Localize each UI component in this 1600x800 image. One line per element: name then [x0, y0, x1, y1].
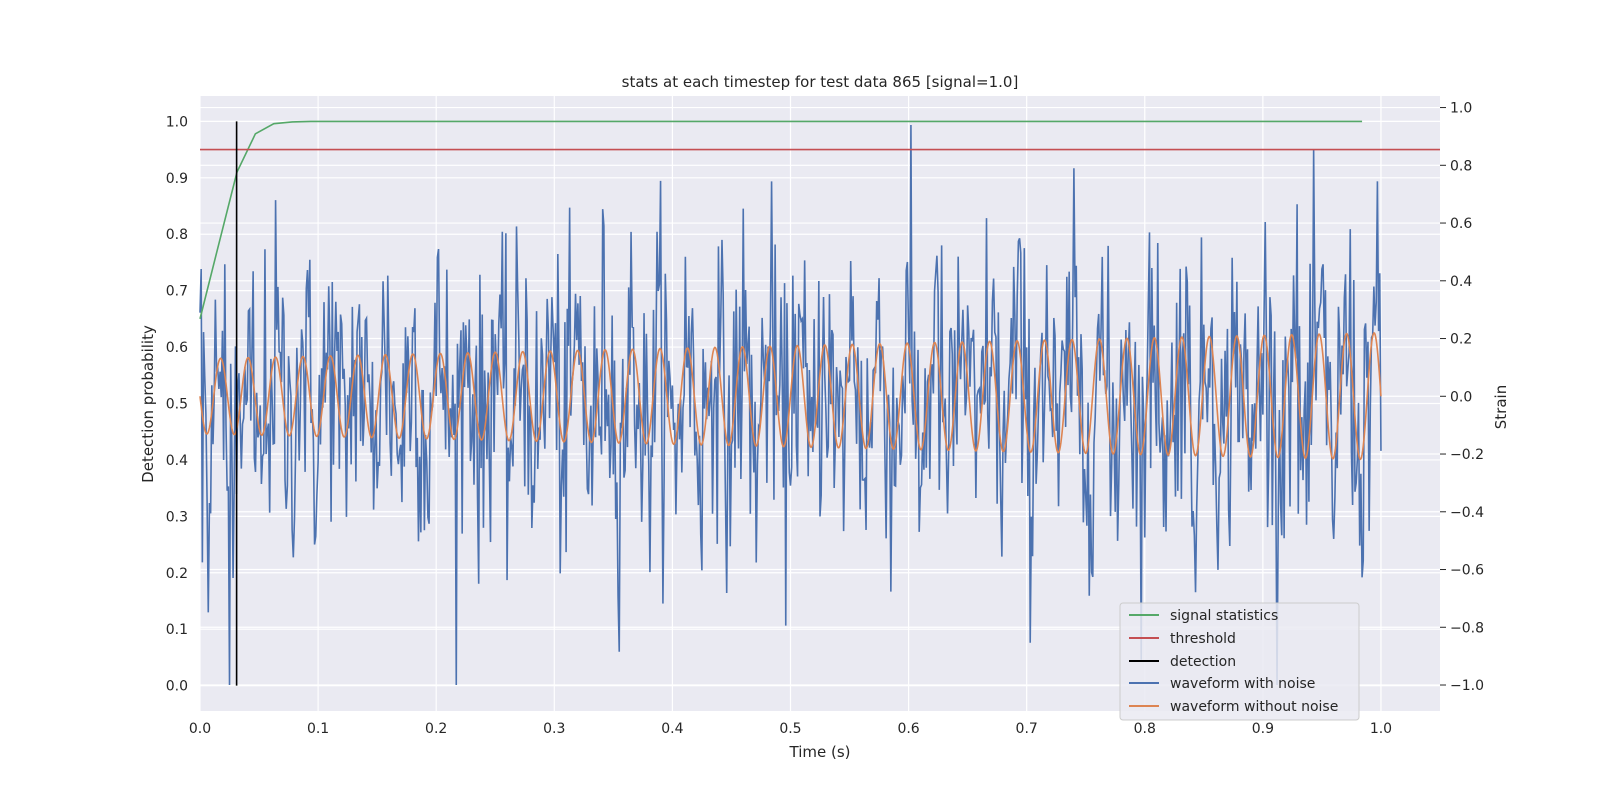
y-right-tick-label: −0.2 — [1450, 447, 1484, 463]
y-right-axis-title: Strain — [1492, 385, 1510, 429]
x-tick-label: 0.3 — [543, 721, 565, 737]
x-tick-label: 0.0 — [189, 721, 211, 737]
x-tick-label: 1.0 — [1370, 721, 1392, 737]
y-left-tick-label: 0.5 — [166, 397, 188, 413]
y-left-tick-label: 0.2 — [166, 566, 188, 582]
legend-label-waveform-without-noise: waveform without noise — [1170, 699, 1338, 715]
y-left-tick-label: 0.7 — [166, 284, 188, 300]
y-right-tick-label: −0.4 — [1450, 505, 1484, 521]
y-right-tick-label: 0.8 — [1450, 158, 1472, 174]
series-line-waveform-with-noise — [199, 124, 1382, 686]
y-left-tick-label: 0.0 — [166, 679, 188, 695]
y-right-tick-label: 0.4 — [1450, 274, 1472, 290]
x-tick-label: 0.5 — [779, 721, 801, 737]
y-left-tick-label: 0.8 — [166, 227, 188, 243]
x-tick-label: 0.1 — [307, 721, 329, 737]
legend-label-threshold: threshold — [1170, 631, 1236, 647]
y-right-tick-label: −1.0 — [1450, 678, 1484, 694]
ticks: 0.0 0.1 0.2 0.3 0.4 0.5 0.6 0.7 0.8 0.9 1.0 0.0 0.1 0… — [166, 101, 1484, 737]
series-line-signal-statistics — [199, 120, 1363, 320]
legend: signal statistics threshold detection wa… — [1119, 602, 1360, 721]
chart-title: stats at each timestep for test data 865… — [622, 73, 1019, 91]
x-tick-label: 0.8 — [1134, 721, 1156, 737]
y-left-tick-label: 0.9 — [166, 171, 188, 187]
x-tick-label: 0.9 — [1252, 721, 1274, 737]
y-right-tick-label: −0.6 — [1450, 563, 1484, 579]
y-left-axis-title: Detection probability — [139, 325, 157, 483]
y-left-tick-label: 0.4 — [166, 453, 188, 469]
x-tick-label: 0.2 — [425, 721, 447, 737]
legend-label-detection: detection — [1170, 654, 1236, 670]
y-right-tick-label: 0.2 — [1450, 332, 1472, 348]
series-layer — [199, 120, 1440, 686]
series-line-waveform-without-noise — [199, 332, 1382, 461]
x-tick-label: 0.6 — [897, 721, 919, 737]
legend-box — [1119, 602, 1360, 721]
x-tick-label: 0.7 — [1016, 721, 1038, 737]
x-tick-label: 0.4 — [661, 721, 683, 737]
x-axis-title: Time (s) — [789, 743, 851, 761]
y-left-tick-label: 0.6 — [166, 340, 188, 356]
legend-label-waveform-with-noise: waveform with noise — [1170, 676, 1315, 692]
y-left-tick-label: 0.3 — [166, 509, 188, 525]
y-right-tick-label: −0.8 — [1450, 620, 1484, 636]
y-left-tick-label: 0.1 — [166, 622, 188, 638]
y-right-tick-label: 0.0 — [1450, 389, 1472, 405]
y-left-tick-label: 1.0 — [166, 114, 188, 130]
y-right-tick-label: 0.6 — [1450, 216, 1472, 232]
legend-label-signal-statistics: signal statistics — [1170, 608, 1278, 624]
y-right-tick-label: 1.0 — [1450, 101, 1472, 117]
